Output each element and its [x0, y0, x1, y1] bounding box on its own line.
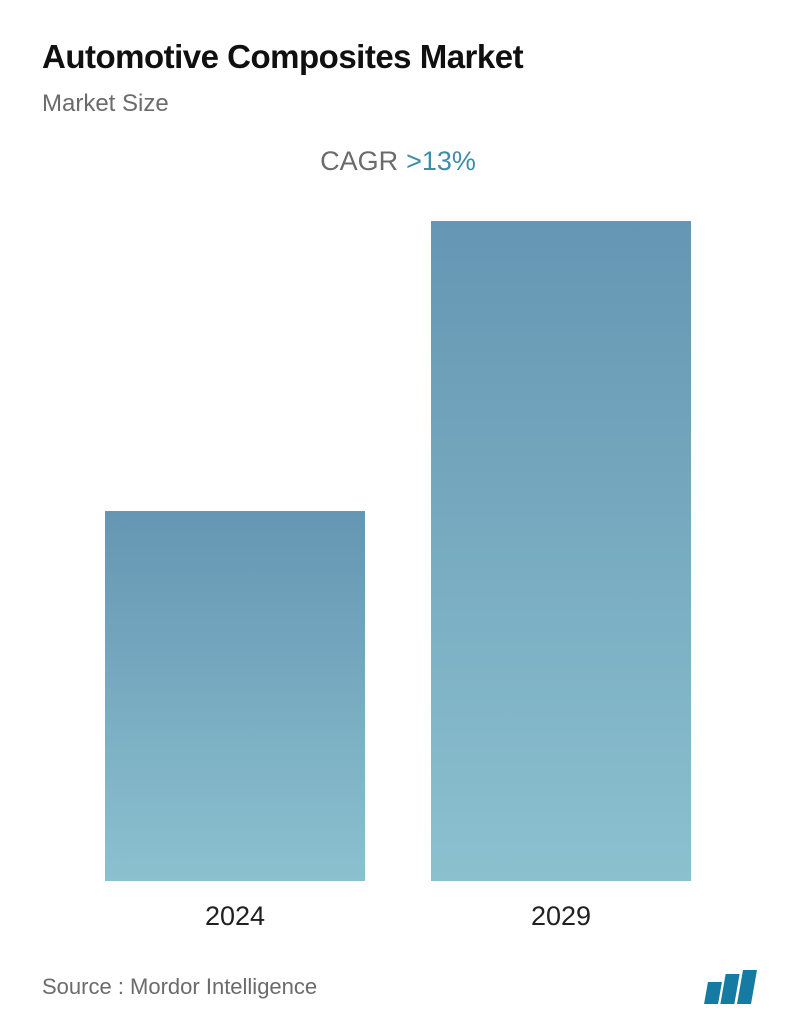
logo-bar-1 [704, 982, 722, 1004]
bar-1 [431, 221, 691, 881]
chart-container: Automotive Composites Market Market Size… [0, 0, 796, 1034]
bar-label-1: 2029 [531, 901, 591, 932]
logo-bar-3 [737, 970, 757, 1004]
chart-subtitle: Market Size [42, 90, 754, 118]
chart-title: Automotive Composites Market [42, 38, 754, 76]
cagr-value: >13% [406, 146, 476, 176]
cagr-label: CAGR [320, 146, 398, 176]
cagr-line: CAGR >13% [42, 146, 754, 177]
bar-group-1: 2029 [431, 221, 691, 932]
bar-0 [105, 511, 365, 881]
bar-group-0: 2024 [105, 511, 365, 932]
chart-footer: Source : Mordor Intelligence [42, 964, 754, 1004]
chart-plot-area: 2024 2029 [42, 207, 754, 932]
brand-logo-icon [706, 970, 754, 1004]
source-text: Source : Mordor Intelligence [42, 974, 317, 1000]
bar-label-0: 2024 [205, 901, 265, 932]
